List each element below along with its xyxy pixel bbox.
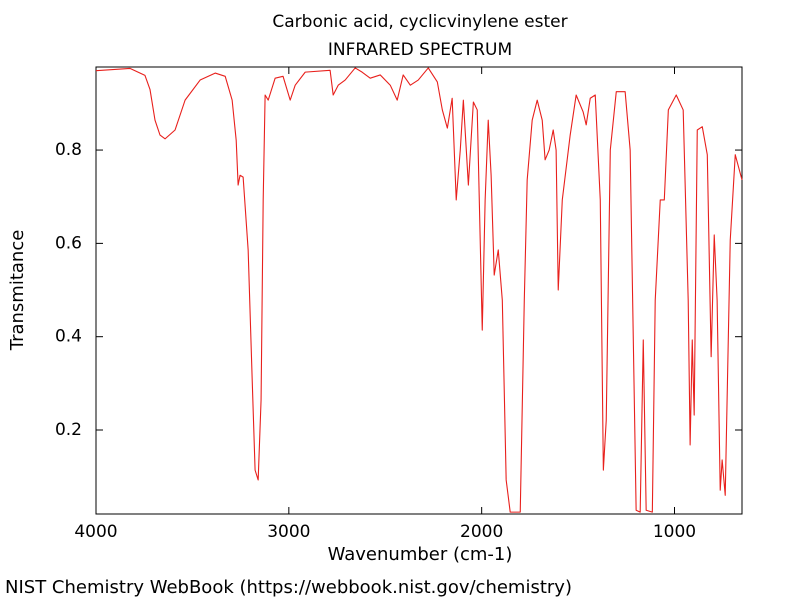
source-note: NIST Chemistry WebBook (https://webbook.…	[5, 577, 572, 598]
chart-title: Carbonic acid, cyclicvinylene ester	[272, 12, 567, 32]
y-tick-label: 0.2	[55, 420, 82, 440]
x-axis-label: Wavenumber (cm-1)	[328, 544, 513, 565]
plot-frame	[95, 66, 743, 515]
x-tick-label: 4000	[74, 522, 117, 542]
chart-subtitle: INFRARED SPECTRUM	[328, 40, 512, 60]
spectrum-line	[95, 67, 743, 513]
y-tick-label: 0.4	[55, 327, 82, 347]
y-tick-label: 0.8	[55, 140, 82, 160]
y-tick-label: 0.6	[55, 233, 82, 253]
x-tick-label: 3000	[267, 522, 310, 542]
x-tick-label: 1000	[653, 522, 696, 542]
y-axis-label: Transmitance	[7, 230, 28, 352]
x-tick-label: 2000	[460, 522, 503, 542]
